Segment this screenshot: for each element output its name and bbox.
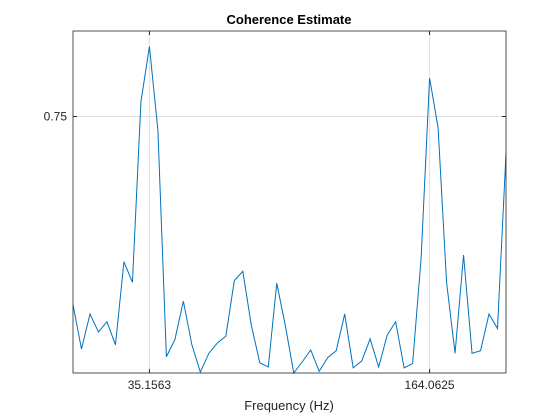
axes-box: [72, 30, 507, 374]
y-tick-label: 0.75: [44, 110, 68, 124]
chart-title: Coherence Estimate: [227, 12, 352, 27]
plot-area: [73, 31, 506, 373]
x-tick-label: 35.1563: [128, 378, 172, 392]
data-line: [72, 46, 507, 375]
x-tick-label: 164.0625: [405, 378, 455, 392]
x-axis-label: Frequency (Hz): [244, 398, 334, 413]
